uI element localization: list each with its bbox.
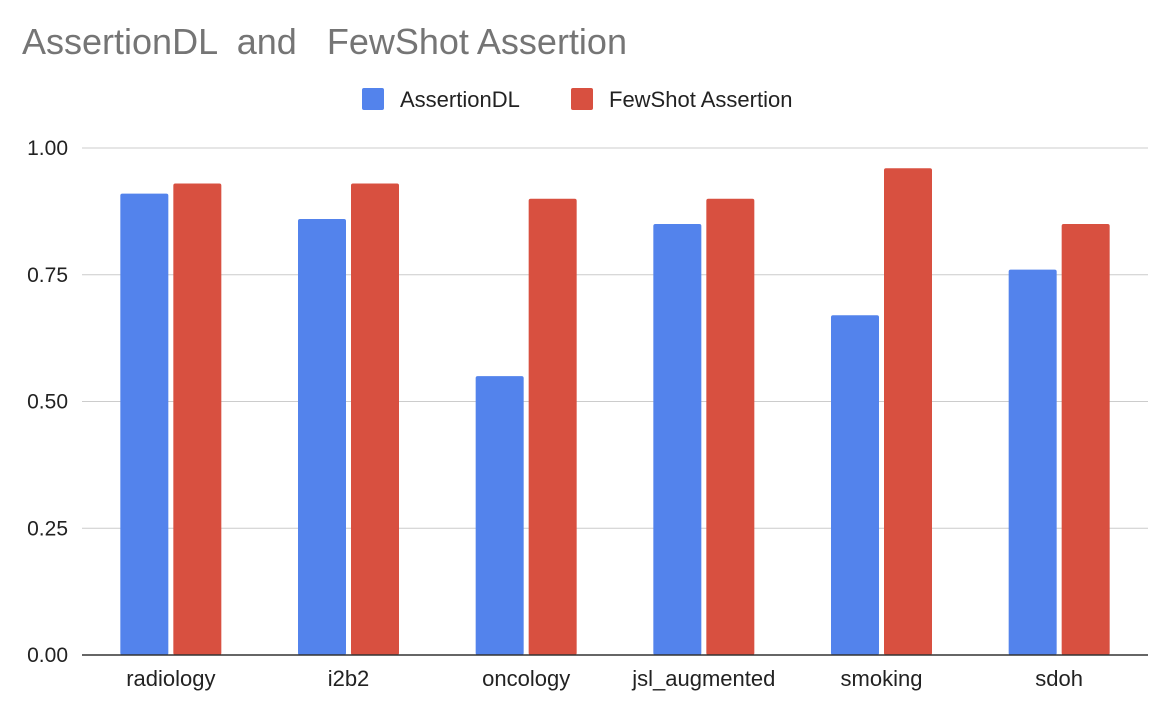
x-tick-label: smoking xyxy=(841,666,923,691)
x-tick-label: radiology xyxy=(126,666,215,691)
x-axis-ticks: radiology i2b2 oncology jsl_augmented smokin… xyxy=(126,666,1083,691)
bar-fewshot-assertion-sdoh xyxy=(1061,224,1110,656)
bar-assertiondl-oncology xyxy=(475,376,524,655)
bar-assertiondl-smoking xyxy=(831,315,879,655)
bar-fewshot-assertion-oncology xyxy=(528,198,577,655)
gridlines xyxy=(82,147,1148,529)
bar-assertiondl-i2b2 xyxy=(298,218,346,656)
x-tick-label: jsl_augmented xyxy=(631,666,775,691)
legend-label-fewshot-assertion: FewShot Assertion xyxy=(609,87,792,112)
y-tick-label: 0.00 xyxy=(27,644,68,667)
x-tick-label: oncology xyxy=(482,666,570,691)
bar-fewshot-assertion-radiology xyxy=(173,183,222,656)
bar-fewshot-assertion-jsl-augmented xyxy=(706,198,755,655)
y-tick-label: 0.25 xyxy=(27,517,68,540)
bars xyxy=(120,168,1110,656)
bar-fewshot-assertion-i2b2 xyxy=(351,183,399,656)
x-tick-label: sdoh xyxy=(1035,666,1083,691)
legend-swatch-fewshot-assertion xyxy=(571,88,593,110)
chart-title: AssertionDL and FewShot Assertion xyxy=(22,21,627,62)
y-tick-label: 1.00 xyxy=(27,137,68,160)
legend-label-assertiondl: AssertionDL xyxy=(400,87,520,112)
y-axis-ticks: 0.00 0.25 0.50 0.75 1.00 xyxy=(27,137,68,667)
legend-swatch-assertiondl xyxy=(362,88,384,110)
bar-fewshot-assertion-smoking xyxy=(884,168,932,655)
bar-assertiondl-jsl-augmented xyxy=(653,224,702,656)
y-tick-label: 0.50 xyxy=(27,391,68,414)
x-tick-label: i2b2 xyxy=(328,666,370,691)
legend: AssertionDL FewShot Assertion xyxy=(362,87,792,112)
bar-assertiondl-radiology xyxy=(120,193,169,655)
y-tick-label: 0.75 xyxy=(27,264,68,287)
bar-assertiondl-sdoh xyxy=(1008,269,1057,655)
